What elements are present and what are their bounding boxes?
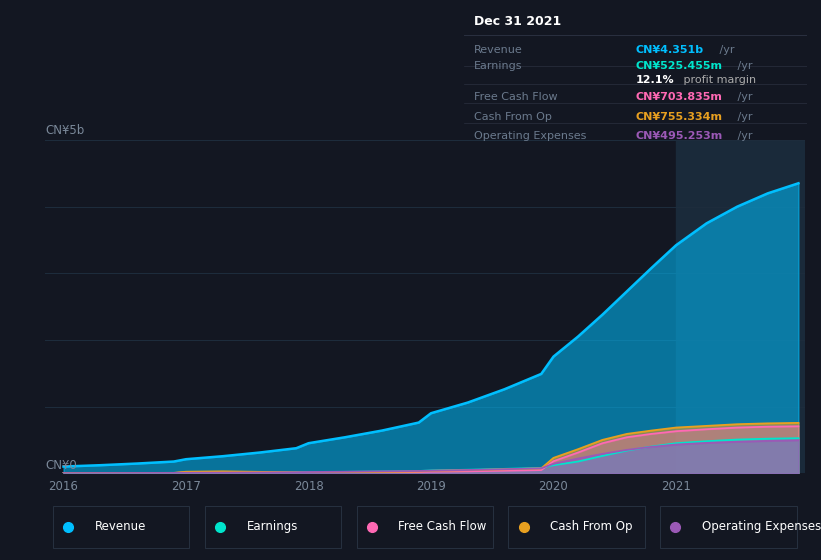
Text: CN¥525.455m: CN¥525.455m [635,61,722,71]
Text: Cash From Op: Cash From Op [550,520,633,534]
Text: /yr: /yr [734,92,752,102]
Text: Operating Expenses: Operating Expenses [702,520,821,534]
Text: /yr: /yr [734,112,752,122]
Text: Free Cash Flow: Free Cash Flow [475,92,557,102]
Text: Revenue: Revenue [94,520,146,534]
Text: CN¥5b: CN¥5b [45,124,85,137]
Text: Earnings: Earnings [475,61,523,71]
Text: Earnings: Earnings [246,520,298,534]
Text: CN¥0: CN¥0 [45,459,77,472]
Text: profit margin: profit margin [680,74,756,85]
Text: /yr: /yr [716,45,734,55]
Text: Revenue: Revenue [475,45,523,55]
Text: Free Cash Flow: Free Cash Flow [398,520,487,534]
Text: Cash From Op: Cash From Op [475,112,552,122]
Bar [676,140,805,473]
Text: CN¥755.334m: CN¥755.334m [635,112,722,122]
Text: Operating Expenses: Operating Expenses [475,131,586,141]
Text: 12.1%: 12.1% [635,74,674,85]
Text: /yr: /yr [734,61,752,71]
Text: /yr: /yr [734,131,752,141]
Text: CN¥703.835m: CN¥703.835m [635,92,722,102]
Text: CN¥495.253m: CN¥495.253m [635,131,722,141]
Text: CN¥4.351b: CN¥4.351b [635,45,704,55]
Text: Dec 31 2021: Dec 31 2021 [475,15,562,28]
